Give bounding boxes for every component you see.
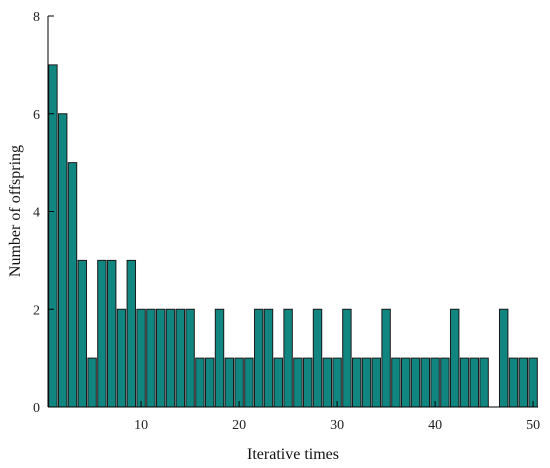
bar-7 — [106, 259, 117, 408]
y-ticks-group: 0 2 4 6 8 — [33, 10, 54, 416]
bar-26 — [293, 357, 303, 408]
bar-19 — [224, 357, 235, 408]
bar-32 — [351, 357, 362, 408]
bar-15 — [185, 308, 195, 408]
bar-8 — [116, 308, 127, 408]
bar-10 — [136, 308, 146, 408]
bar-30 — [332, 357, 342, 408]
bar-22 — [253, 308, 264, 408]
bar-23 — [263, 308, 274, 408]
bar-31 — [342, 308, 352, 408]
bar-25 — [283, 308, 293, 408]
y-axis-title: Number of offspring — [7, 145, 24, 277]
bar-43 — [459, 357, 470, 408]
bar-37 — [400, 357, 411, 408]
bar-39 — [420, 357, 431, 408]
x-tick-label-30: 30 — [330, 418, 344, 433]
x-tick-label-40: 40 — [428, 418, 442, 433]
bar-40 — [430, 357, 440, 408]
bar-9 — [126, 259, 137, 408]
y-tick-label-2: 2 — [33, 303, 40, 318]
bar-29 — [322, 357, 333, 408]
bar-1 — [48, 64, 58, 408]
bar-27 — [302, 357, 313, 408]
bar-35 — [381, 308, 391, 408]
bar-3 — [67, 162, 78, 408]
bar-50 — [528, 357, 538, 408]
bar-4 — [77, 259, 88, 408]
bar-11 — [146, 308, 156, 408]
y-tick-label-6: 6 — [33, 108, 40, 123]
bar-2 — [57, 113, 68, 408]
bar-17 — [204, 357, 215, 408]
bar-21 — [244, 357, 254, 408]
bar-24 — [273, 357, 284, 408]
bar-6 — [97, 259, 107, 408]
bar-41 — [440, 357, 450, 408]
bar-14 — [175, 308, 186, 408]
y-tick-label-4: 4 — [33, 206, 40, 221]
x-ticks-group: 10 20 30 40 50 — [134, 401, 540, 433]
bar-5 — [87, 357, 97, 408]
bar-47 — [498, 308, 509, 408]
bar-49 — [518, 357, 529, 408]
bar-20 — [234, 357, 244, 408]
bar-12 — [155, 308, 166, 408]
bar-38 — [410, 357, 421, 408]
y-tick-label-0: 0 — [33, 401, 40, 416]
bar-34 — [371, 357, 382, 408]
x-tick-label-20: 20 — [232, 418, 246, 433]
bars-group — [48, 64, 538, 408]
bar-44 — [469, 357, 480, 408]
bar-16 — [195, 357, 205, 408]
bar-45 — [479, 357, 489, 408]
y-tick-label-8: 8 — [33, 10, 40, 25]
bar-36 — [391, 357, 401, 408]
bar-42 — [449, 308, 460, 408]
bar-18 — [214, 308, 225, 408]
bar-28 — [312, 308, 323, 408]
bar-13 — [165, 308, 176, 408]
bar-33 — [361, 357, 372, 408]
x-tick-label-50: 50 — [526, 418, 540, 433]
bar-48 — [508, 357, 519, 408]
x-axis-title: Iterative times — [247, 446, 339, 463]
x-tick-label-10: 10 — [134, 418, 148, 433]
